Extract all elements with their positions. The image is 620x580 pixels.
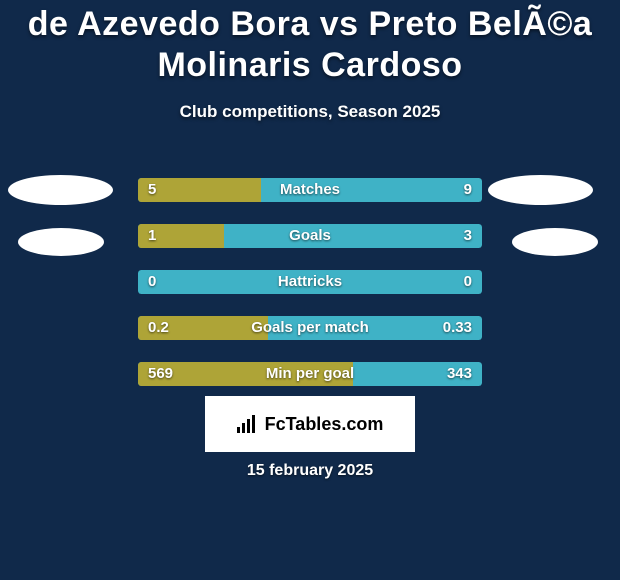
- brand-chart-icon: [237, 415, 259, 433]
- brand-text: FcTables.com: [265, 414, 384, 435]
- bar-row-hattricks: 0 Hattricks 0: [138, 270, 482, 294]
- bar-left: [138, 178, 261, 202]
- page-title: de Azevedo Bora vs Preto BelÃ©a Molinari…: [0, 0, 620, 86]
- bar-row-matches: 5 Matches 9: [138, 178, 482, 202]
- stats-bars: 5 Matches 9 1 Goals 3 0 Hattricks 0 0.2 …: [138, 178, 482, 408]
- comparison-card: de Azevedo Bora vs Preto BelÃ©a Molinari…: [0, 0, 620, 580]
- bar-row-min-per-goal: 569 Min per goal 343: [138, 362, 482, 386]
- date-text: 15 february 2025: [0, 462, 620, 480]
- brand-link[interactable]: FcTables.com: [205, 396, 415, 452]
- bar-left: [138, 316, 268, 340]
- bar-row-goals: 1 Goals 3: [138, 224, 482, 248]
- player-right-avatar-large: [488, 175, 593, 205]
- player-left-avatar-large: [8, 175, 113, 205]
- player-right-avatar-small: [512, 228, 598, 256]
- bar-left: [138, 224, 224, 248]
- bar-row-goals-per-match: 0.2 Goals per match 0.33: [138, 316, 482, 340]
- player-left-avatar-small: [18, 228, 104, 256]
- subtitle: Club competitions, Season 2025: [0, 102, 620, 122]
- bar-right: [138, 270, 482, 294]
- bar-left: [138, 362, 353, 386]
